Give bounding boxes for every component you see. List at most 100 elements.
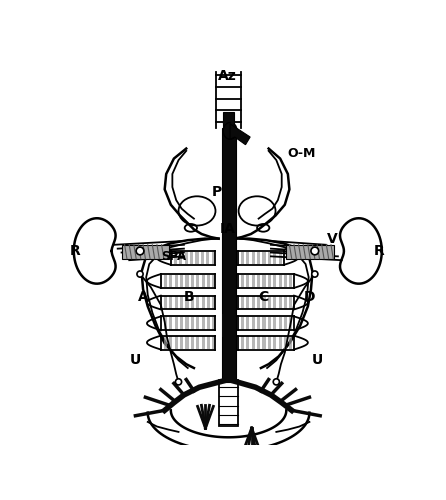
Circle shape — [175, 379, 182, 385]
Bar — [279, 336, 282, 349]
Bar — [284, 296, 287, 308]
Bar — [186, 275, 189, 287]
Bar — [273, 275, 277, 287]
Bar — [201, 252, 204, 264]
Bar — [180, 317, 183, 330]
Bar — [180, 296, 183, 308]
Bar — [246, 252, 249, 264]
Bar — [186, 296, 189, 308]
Bar — [284, 275, 287, 287]
Bar — [169, 317, 172, 330]
Text: V: V — [327, 232, 338, 245]
Text: IA: IA — [220, 222, 236, 236]
Bar — [164, 296, 167, 308]
Bar — [257, 296, 260, 308]
Bar — [196, 275, 199, 287]
Text: SPA: SPA — [161, 250, 186, 263]
Bar — [186, 317, 189, 330]
Bar — [246, 275, 249, 287]
Bar — [246, 336, 249, 349]
Bar — [273, 252, 277, 264]
Bar — [252, 336, 255, 349]
Text: O-M: O-M — [288, 148, 316, 160]
Bar — [191, 296, 194, 308]
Bar — [284, 336, 287, 349]
Bar — [262, 275, 265, 287]
Bar — [246, 296, 249, 308]
Text: C: C — [258, 290, 268, 304]
Text: R: R — [70, 244, 81, 258]
Bar — [164, 336, 167, 349]
Text: U: U — [130, 354, 141, 368]
Bar — [262, 252, 265, 264]
Text: Az: Az — [219, 69, 237, 83]
Bar — [222, 128, 235, 382]
Ellipse shape — [223, 122, 237, 140]
Bar — [273, 296, 277, 308]
Bar — [289, 275, 293, 287]
Bar — [268, 296, 271, 308]
Bar — [202, 317, 205, 330]
Bar — [279, 296, 282, 308]
Bar — [279, 275, 282, 287]
Bar — [289, 296, 293, 308]
Circle shape — [312, 271, 318, 277]
Bar — [289, 336, 293, 349]
Bar — [206, 252, 209, 264]
Bar — [262, 296, 265, 308]
Bar — [257, 252, 260, 264]
Bar — [241, 296, 244, 308]
Bar — [212, 296, 215, 308]
Text: A: A — [138, 290, 149, 304]
Bar — [169, 296, 172, 308]
Bar — [191, 275, 194, 287]
Bar — [175, 275, 178, 287]
Bar — [186, 336, 189, 349]
Bar — [252, 275, 255, 287]
Bar — [174, 252, 177, 264]
Bar — [289, 317, 293, 330]
Bar — [202, 275, 205, 287]
Bar — [279, 317, 282, 330]
Bar — [286, 245, 334, 258]
Bar — [252, 252, 255, 264]
Bar — [207, 275, 210, 287]
Bar — [175, 296, 178, 308]
Bar — [175, 336, 178, 349]
Circle shape — [273, 379, 279, 385]
Bar — [268, 317, 271, 330]
Bar — [164, 317, 167, 330]
Bar — [268, 336, 271, 349]
Circle shape — [137, 271, 143, 277]
Bar — [212, 317, 215, 330]
Bar — [169, 336, 172, 349]
Bar — [212, 275, 215, 287]
Text: B: B — [184, 290, 194, 304]
Bar — [196, 336, 199, 349]
Bar — [196, 317, 199, 330]
Bar — [273, 336, 277, 349]
Bar — [207, 317, 210, 330]
Bar — [219, 380, 238, 426]
Bar — [223, 314, 235, 337]
Bar — [223, 112, 234, 132]
Text: D: D — [304, 290, 315, 304]
Bar — [241, 336, 244, 349]
Bar — [179, 252, 182, 264]
Bar — [212, 336, 215, 349]
Bar — [207, 296, 210, 308]
Bar — [262, 317, 265, 330]
Bar — [268, 275, 271, 287]
Polygon shape — [230, 124, 250, 144]
Bar — [212, 252, 215, 264]
Bar — [241, 275, 244, 287]
Bar — [169, 275, 172, 287]
Bar — [180, 275, 183, 287]
Circle shape — [311, 247, 318, 255]
Bar — [241, 252, 244, 264]
Text: R: R — [373, 244, 384, 258]
Bar — [252, 317, 255, 330]
Text: U: U — [311, 354, 323, 368]
Bar — [284, 317, 287, 330]
Bar — [257, 275, 260, 287]
